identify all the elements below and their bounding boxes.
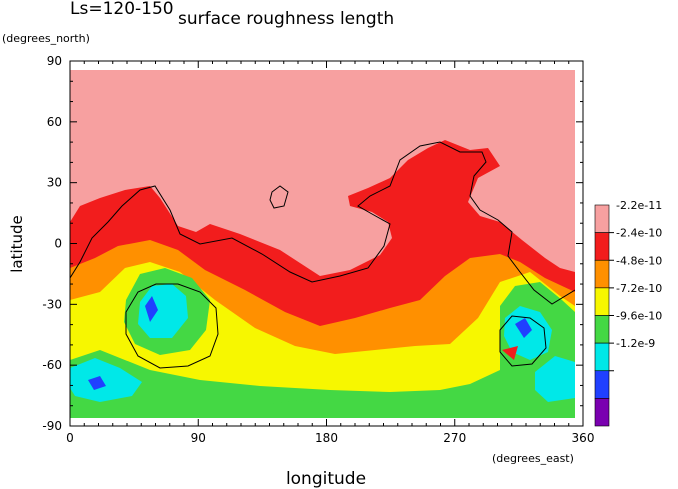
heatmap-field bbox=[70, 70, 575, 418]
x-units: (degrees_east) bbox=[492, 452, 574, 465]
legend-swatch bbox=[594, 204, 610, 233]
legend-swatch bbox=[594, 315, 610, 344]
legend-swatch bbox=[594, 398, 610, 427]
y-tick-label: -60 bbox=[42, 358, 62, 372]
legend-swatch bbox=[594, 259, 610, 289]
color-legend: -2.2e-11 -2.4e-10 -4.8e-10 -7.2e-10 -9.6e-10… bbox=[594, 199, 662, 427]
legend-label: -1.2e-9 bbox=[616, 337, 655, 350]
legend-label: -2.2e-11 bbox=[616, 199, 662, 212]
chart-subtitle: Ls=120-150 bbox=[70, 0, 174, 19]
x-tick-label: 90 bbox=[191, 431, 206, 445]
y-tick-label: 30 bbox=[47, 176, 62, 190]
y-tick-label: -30 bbox=[42, 297, 62, 311]
x-tick-label: 360 bbox=[572, 431, 595, 445]
legend-label: -4.8e-10 bbox=[616, 254, 662, 267]
y-axis-title: latitude bbox=[8, 215, 26, 273]
x-tick-label: 180 bbox=[315, 431, 338, 445]
y-tick-label: 0 bbox=[54, 237, 62, 251]
legend-swatch bbox=[594, 232, 610, 261]
legend-label: -7.2e-10 bbox=[616, 282, 662, 295]
x-tick-label: 0 bbox=[66, 431, 74, 445]
chart-title: surface roughness length bbox=[178, 9, 394, 29]
legend-label: -9.6e-10 bbox=[616, 310, 662, 323]
legend-swatch bbox=[594, 370, 610, 399]
legend-label: -2.4e-10 bbox=[616, 227, 662, 240]
y-units: (degrees_north) bbox=[2, 32, 90, 45]
x-axis-title: longitude bbox=[286, 469, 366, 489]
y-tick-label: -90 bbox=[42, 419, 62, 433]
contour-lines bbox=[70, 141, 575, 369]
legend-swatch bbox=[594, 342, 610, 372]
x-tick-label: 270 bbox=[443, 431, 466, 445]
legend-swatch bbox=[594, 287, 610, 316]
y-tick-label: 90 bbox=[47, 54, 62, 68]
y-tick-label: 60 bbox=[47, 115, 62, 129]
